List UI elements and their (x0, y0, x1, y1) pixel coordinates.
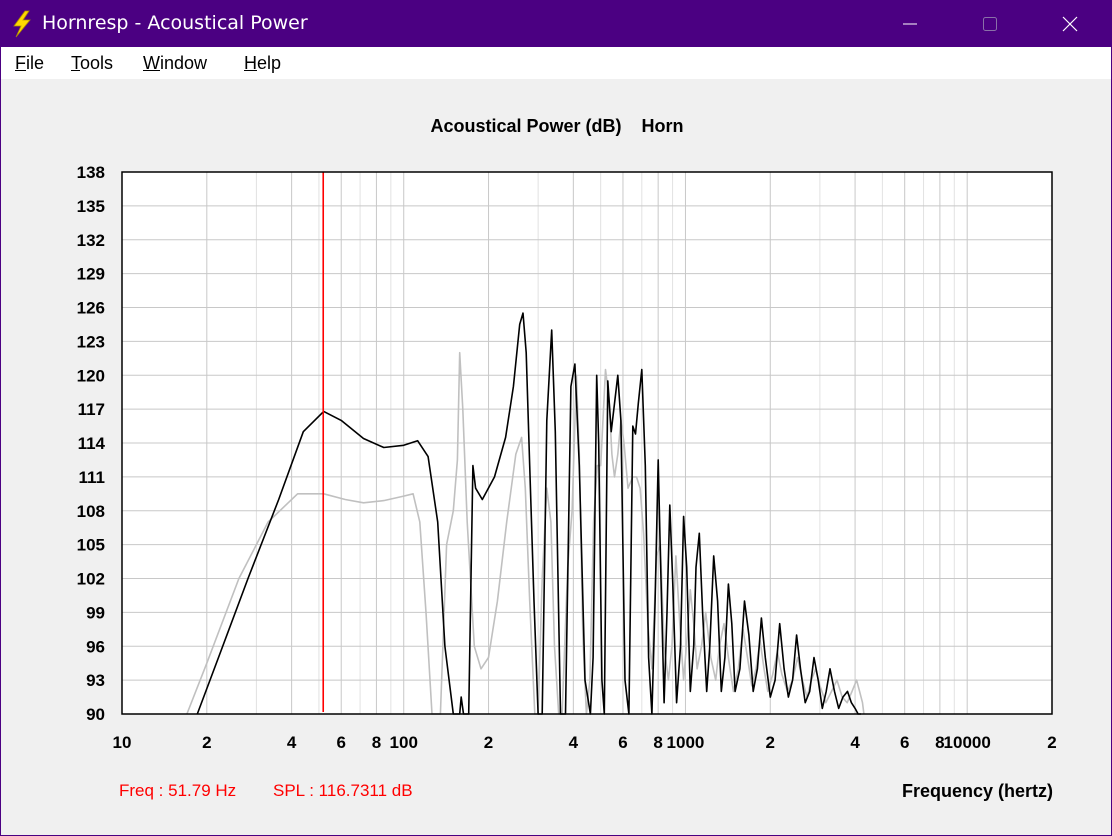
x-tick-label: 8 (372, 733, 381, 752)
y-tick-label: 111 (79, 468, 106, 487)
x-tick-label: 2 (766, 733, 775, 752)
y-tick-label: 102 (77, 570, 105, 589)
x-tick-label: 4 (850, 733, 860, 752)
window-title: Hornresp - Acoustical Power (42, 12, 308, 34)
x-tick-label: 2 (1047, 733, 1056, 752)
menu-window[interactable]: Window (143, 53, 207, 74)
lightning-bolt-icon (13, 10, 31, 38)
y-tick-label: 90 (86, 705, 105, 724)
y-tick-label: 105 (77, 536, 105, 555)
chart-title: Acoustical Power (dB) Horn (430, 116, 684, 136)
y-tick-label: 132 (77, 231, 105, 250)
x-tick-label: 10000 (944, 733, 991, 752)
y-tick-label: 138 (77, 163, 105, 182)
x-tick-label: 6 (336, 733, 345, 752)
cursor-spl-readout: SPL : 116.7311 dB (273, 781, 413, 800)
y-tick-label: 117 (78, 400, 105, 419)
x-tick-label: 2 (202, 733, 211, 752)
x-tick-label: 8 (653, 733, 662, 752)
series-line-gray (186, 351, 865, 715)
y-tick-label: 120 (77, 366, 105, 385)
x-tick-label: 10 (113, 733, 132, 752)
x-tick-label: 6 (618, 733, 627, 752)
menu-help-label: elp (257, 53, 282, 73)
plot-frame (121, 171, 1053, 715)
menu-bar: File Tools Window Help (1, 47, 1111, 79)
menu-help-mnemonic: H (244, 53, 257, 73)
y-tick-label: 96 (86, 637, 105, 656)
menu-tools-label: ools (80, 53, 114, 73)
close-button[interactable] (1030, 1, 1110, 47)
y-tick-label: 108 (77, 502, 105, 521)
y-tick-label: 114 (78, 434, 106, 453)
menu-tools[interactable]: Tools (71, 53, 113, 74)
x-axis-title: Frequency (hertz) (901, 781, 1053, 801)
minimize-button[interactable] (870, 1, 950, 47)
y-tick-label: 123 (77, 332, 105, 351)
maximize-icon (983, 17, 997, 31)
menu-window-label: indow (160, 53, 208, 73)
x-tick-label: 8 (935, 733, 944, 752)
x-tick-label: 2 (484, 733, 493, 752)
y-tick-label: 126 (77, 299, 105, 318)
x-tick-label: 4 (569, 733, 579, 752)
menu-file-label: ile (26, 53, 45, 73)
series-line-black (196, 312, 861, 715)
chart-area[interactable]: Acoustical Power (dB) Horn 138 135 132 129 1… (1, 79, 1111, 835)
menu-file-mnemonic: F (15, 53, 26, 73)
x-tick-label: 6 (900, 733, 909, 752)
maximize-button[interactable] (950, 1, 1030, 47)
minimize-icon (903, 23, 917, 25)
title-bar[interactable]: Hornresp - Acoustical Power (1, 1, 1111, 47)
y-tick-label: 99 (86, 603, 105, 622)
y-tick-label: 93 (86, 671, 105, 690)
y-tick-label: 135 (77, 197, 105, 216)
close-icon (1062, 16, 1078, 32)
x-tick-label: 1000 (667, 733, 705, 752)
cursor-frequency-readout: Freq : 51.79 Hz (119, 781, 237, 800)
menu-window-mnemonic: W (143, 53, 160, 73)
y-tick-label: 129 (77, 265, 105, 284)
menu-tools-mnemonic: T (71, 53, 80, 73)
menu-help[interactable]: Help (244, 53, 281, 74)
menu-file[interactable]: File (15, 53, 44, 74)
acoustical-power-chart[interactable]: 1381351321291261231201171141111081051029… (1, 79, 1111, 835)
x-tick-label: 100 (390, 733, 418, 752)
x-tick-label: 4 (287, 733, 297, 752)
